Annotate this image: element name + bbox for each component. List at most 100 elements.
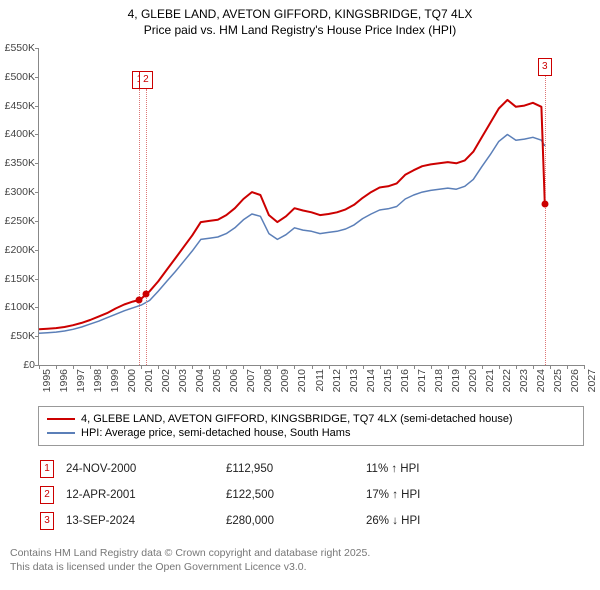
x-tick-label: 2002 [160, 369, 172, 392]
legend-item: HPI: Average price, semi-detached house,… [47, 426, 575, 440]
marker-box: 2 [139, 71, 153, 89]
x-tick-label: 2026 [569, 369, 581, 392]
x-tick-mark [448, 365, 449, 369]
y-tick-label: £250K [5, 215, 35, 227]
x-tick-label: 2025 [552, 369, 564, 392]
x-tick-mark [380, 365, 381, 369]
y-tick-label: £150K [5, 273, 35, 285]
marker-guide-line [139, 89, 140, 365]
x-tick-label: 2004 [194, 369, 206, 392]
x-tick-mark [141, 365, 142, 369]
x-tick-label: 2015 [382, 369, 394, 392]
x-tick-label: 2016 [399, 369, 411, 392]
legend-label: 4, GLEBE LAND, AVETON GIFFORD, KINGSBRID… [81, 413, 513, 425]
legend-swatch [47, 418, 75, 421]
marker-table-row: 313-SEP-2024£280,00026% ↓ HPI [38, 508, 584, 534]
marker-guide-line [545, 76, 546, 365]
y-tick-label: £350K [5, 157, 35, 169]
y-tick-label: £400K [5, 128, 35, 140]
y-tick-mark [35, 250, 39, 251]
x-tick-mark [294, 365, 295, 369]
marker-table-date: 12-APR-2001 [66, 489, 226, 501]
y-tick-label: £500K [5, 71, 35, 83]
title-line-2: Price paid vs. HM Land Registry's House … [0, 22, 600, 38]
x-tick-mark [584, 365, 585, 369]
x-tick-label: 1995 [41, 369, 53, 392]
x-tick-label: 1999 [109, 369, 121, 392]
marker-table-date: 24-NOV-2000 [66, 463, 226, 475]
x-tick-label: 2013 [348, 369, 360, 392]
marker-table-num: 2 [40, 486, 54, 504]
x-tick-mark [465, 365, 466, 369]
marker-table-note: 11% ↑ HPI [366, 463, 526, 475]
x-tick-label: 2017 [416, 369, 428, 392]
marker-table: 124-NOV-2000£112,95011% ↑ HPI212-APR-200… [38, 456, 584, 534]
series-line [39, 100, 545, 329]
x-tick-label: 2009 [279, 369, 291, 392]
marker-dot [541, 200, 548, 207]
x-tick-mark [516, 365, 517, 369]
x-tick-label: 1997 [75, 369, 87, 392]
x-tick-label: 2010 [296, 369, 308, 392]
y-tick-mark [35, 279, 39, 280]
x-tick-mark [209, 365, 210, 369]
legend: 4, GLEBE LAND, AVETON GIFFORD, KINGSBRID… [38, 406, 584, 446]
title-line-1: 4, GLEBE LAND, AVETON GIFFORD, KINGSBRID… [0, 6, 600, 22]
x-tick-mark [499, 365, 500, 369]
x-tick-mark [192, 365, 193, 369]
marker-table-note: 17% ↑ HPI [366, 489, 526, 501]
x-tick-mark [260, 365, 261, 369]
x-tick-mark [312, 365, 313, 369]
x-tick-label: 2019 [450, 369, 462, 392]
x-tick-mark [431, 365, 432, 369]
x-tick-label: 2001 [143, 369, 155, 392]
y-tick-label: £200K [5, 244, 35, 256]
x-tick-mark [90, 365, 91, 369]
x-tick-mark [39, 365, 40, 369]
x-tick-mark [533, 365, 534, 369]
x-tick-label: 2006 [228, 369, 240, 392]
x-tick-label: 2008 [262, 369, 274, 392]
y-tick-label: £300K [5, 186, 35, 198]
attribution-line-1: Contains HM Land Registry data © Crown c… [10, 546, 370, 560]
x-tick-mark [414, 365, 415, 369]
y-tick-label: £100K [5, 301, 35, 313]
chart-title: 4, GLEBE LAND, AVETON GIFFORD, KINGSBRID… [0, 0, 600, 38]
y-tick-mark [35, 336, 39, 337]
x-tick-label: 2005 [211, 369, 223, 392]
x-tick-label: 2007 [245, 369, 257, 392]
x-tick-mark [56, 365, 57, 369]
y-tick-mark [35, 48, 39, 49]
y-tick-label: £0 [23, 359, 35, 371]
x-tick-label: 2027 [586, 369, 598, 392]
x-tick-label: 2024 [535, 369, 547, 392]
marker-dot [136, 296, 143, 303]
y-tick-mark [35, 163, 39, 164]
x-tick-mark [550, 365, 551, 369]
x-tick-mark [567, 365, 568, 369]
attribution-line-2: This data is licensed under the Open Gov… [10, 560, 370, 574]
x-tick-mark [158, 365, 159, 369]
y-tick-mark [35, 307, 39, 308]
y-tick-mark [35, 192, 39, 193]
x-tick-label: 2012 [331, 369, 343, 392]
marker-table-row: 124-NOV-2000£112,95011% ↑ HPI [38, 456, 584, 482]
marker-table-row: 212-APR-2001£122,50017% ↑ HPI [38, 482, 584, 508]
x-tick-label: 2022 [501, 369, 513, 392]
x-tick-label: 2021 [484, 369, 496, 392]
attribution: Contains HM Land Registry data © Crown c… [10, 546, 370, 574]
legend-item: 4, GLEBE LAND, AVETON GIFFORD, KINGSBRID… [47, 412, 575, 426]
y-tick-mark [35, 77, 39, 78]
y-tick-mark [35, 221, 39, 222]
x-tick-mark [277, 365, 278, 369]
marker-guide-line [146, 89, 147, 365]
chart-svg [39, 48, 584, 365]
y-tick-label: £450K [5, 100, 35, 112]
marker-table-num: 1 [40, 460, 54, 478]
x-tick-mark [226, 365, 227, 369]
marker-table-date: 13-SEP-2024 [66, 515, 226, 527]
x-tick-label: 2000 [126, 369, 138, 392]
x-tick-mark [482, 365, 483, 369]
marker-table-num: 3 [40, 512, 54, 530]
x-tick-mark [346, 365, 347, 369]
